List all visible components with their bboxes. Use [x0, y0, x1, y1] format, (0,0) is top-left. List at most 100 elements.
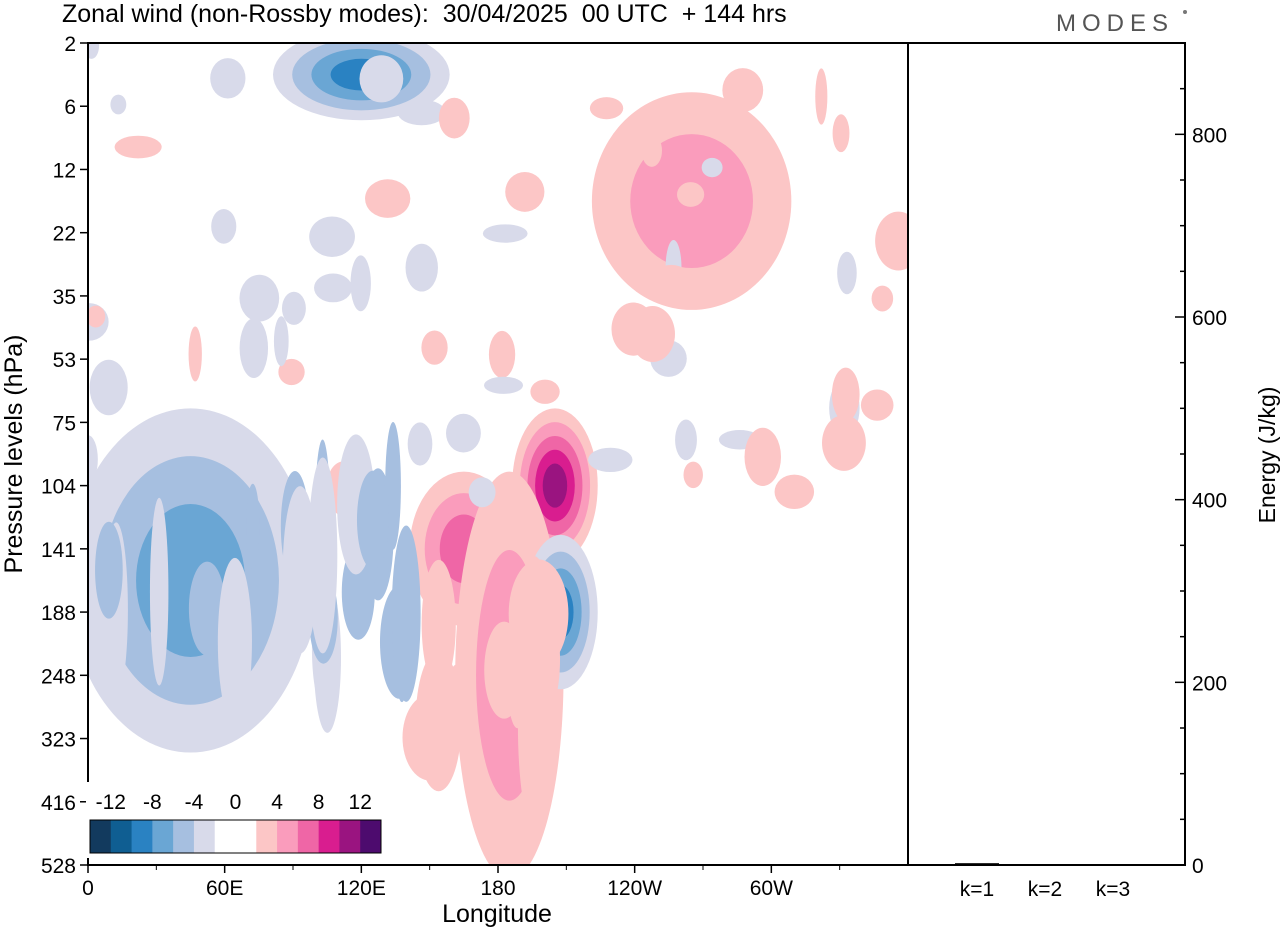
- brand-registered-mark: [1183, 10, 1187, 14]
- negative-contour: [245, 483, 260, 570]
- y-tick-label: 323: [41, 729, 76, 752]
- colorbar-label: -4: [185, 791, 204, 814]
- colorbar-label: -12: [96, 791, 126, 814]
- negative-contour: [356, 470, 390, 570]
- negative-contour: [482, 224, 528, 243]
- negative-contour: [314, 273, 353, 303]
- y-tick-label: 188: [41, 602, 76, 625]
- positive-contour: [505, 171, 545, 212]
- positive-contour: [815, 68, 828, 125]
- negative-contour: [675, 419, 697, 461]
- negative-contour: [149, 497, 169, 686]
- energy-axis-label: Energy (J/kg): [1254, 387, 1280, 524]
- positive-contour: [421, 330, 448, 365]
- positive-contour: [421, 559, 456, 689]
- energy-category-label: k=2: [1028, 878, 1062, 901]
- colorbar-frame: [89, 819, 382, 854]
- chart-title: Zonal wind (non-Rossby modes): 30/04/202…: [62, 0, 787, 28]
- positive-contour: [871, 285, 894, 312]
- colorbar-swatch: [152, 820, 174, 853]
- energy-bar: [955, 863, 999, 865]
- colorbar-swatch: [173, 820, 195, 853]
- negative-contour: [88, 43, 100, 59]
- energy-bar: [1091, 864, 1135, 866]
- energy-category-label: k=3: [1096, 878, 1130, 901]
- negative-contour: [350, 255, 371, 312]
- y-tick-label: 12: [53, 159, 76, 182]
- negative-contour: [468, 477, 496, 508]
- colorbar-swatch: [110, 820, 133, 853]
- energy-axes: 0 200 400 600 800: [1175, 42, 1227, 878]
- y-tick-label: 6: [64, 96, 76, 119]
- colorbar-swatch: [318, 820, 340, 853]
- positive-contour: [832, 114, 850, 153]
- negative-contour: [385, 422, 401, 550]
- positive-contour: [722, 68, 764, 113]
- main-axes: 0 60E 120E 180 120W 60W 2 6 12 22 35 53 75 104 141 188 2…: [41, 33, 841, 900]
- energy-plot-frame: [907, 42, 1186, 866]
- y-tick-label: 528: [41, 855, 76, 878]
- negative-contour: [273, 316, 289, 367]
- positive-contour: [114, 135, 162, 159]
- positive-contour: [521, 598, 561, 721]
- negative-contour: [188, 561, 226, 656]
- positive-contour: [822, 414, 866, 471]
- y-tick-label: 141: [41, 539, 76, 562]
- negative-contour: [405, 243, 438, 292]
- y-tick-label: 75: [53, 412, 76, 435]
- y-tick-label: 416: [41, 792, 76, 815]
- positive-contour: [530, 379, 560, 404]
- positive-contour: [649, 264, 694, 306]
- brand-logo: MODES: [1056, 10, 1175, 37]
- colorbar-swatch: [256, 820, 278, 853]
- positive-contour: [365, 179, 411, 218]
- negative-contour: [89, 359, 128, 416]
- colorbar-swatch: [277, 820, 299, 853]
- colorbar-swatch: [297, 820, 320, 853]
- energy-y-tick-label: 0: [1192, 855, 1204, 878]
- colorbar-label: 12: [349, 791, 372, 814]
- positive-contour: [683, 461, 703, 489]
- energy-y-tick-label: 600: [1192, 307, 1227, 330]
- energy-y-tick-label: 200: [1192, 672, 1227, 695]
- colorbar-swatch: [235, 820, 257, 853]
- negative-contour: [359, 55, 404, 103]
- x-tick-label: 0: [82, 877, 94, 900]
- colorbar-label: 8: [313, 791, 325, 814]
- x-tick-label: 60W: [750, 877, 793, 900]
- positive-contour: [875, 211, 908, 271]
- positive-contour: [831, 367, 860, 422]
- positive-contour: [744, 427, 782, 486]
- y-tick-label: 22: [53, 223, 76, 246]
- energy-bar: [1023, 864, 1067, 866]
- energy-bars: k=1 k=2 k=3: [955, 863, 1135, 901]
- negative-contour: [407, 422, 433, 466]
- negative-contour: [588, 447, 633, 473]
- negative-contour: [308, 457, 338, 654]
- positive-contour: [611, 302, 656, 356]
- positive-contour: [402, 694, 458, 781]
- colorbar-swatch: [193, 820, 216, 853]
- positive-contour: [278, 358, 305, 386]
- negative-contour: [95, 521, 123, 619]
- negative-contour: [210, 58, 246, 99]
- negative-contour: [446, 413, 481, 453]
- negative-contour: [110, 94, 127, 115]
- positive-contour: [438, 97, 470, 139]
- y-tick-label: 248: [41, 665, 76, 688]
- x-tick-label: 180: [480, 877, 515, 900]
- colorbar: -12 -8 -4 0 4 8 12: [86, 782, 385, 858]
- negative-contour: [397, 99, 446, 126]
- colorbar-swatch: [214, 820, 236, 853]
- negative-contour: [701, 157, 723, 178]
- positive-contour: [774, 474, 815, 510]
- positive-contour: [860, 389, 894, 421]
- negative-contour: [217, 557, 252, 726]
- negative-contour: [211, 209, 237, 244]
- negative-contour: [309, 216, 355, 257]
- negative-contour: [239, 318, 269, 378]
- positive-contour: [542, 463, 568, 508]
- positive-contour: [488, 330, 516, 379]
- x-tick-label: 120W: [607, 877, 662, 900]
